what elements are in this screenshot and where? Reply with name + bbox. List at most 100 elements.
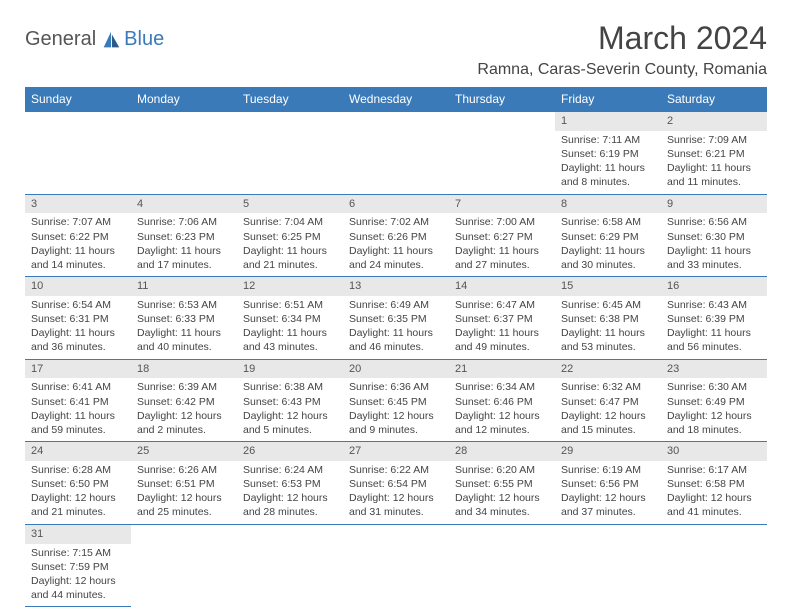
weekday-header: Saturday bbox=[661, 87, 767, 112]
day-content: Sunrise: 6:34 AMSunset: 6:46 PMDaylight:… bbox=[449, 378, 555, 441]
day-content: Sunrise: 6:22 AMSunset: 6:54 PMDaylight:… bbox=[343, 461, 449, 524]
day-content: Sunrise: 7:02 AMSunset: 6:26 PMDaylight:… bbox=[343, 213, 449, 276]
daylight-line: and 44 minutes. bbox=[31, 588, 125, 602]
sail-icon bbox=[100, 29, 122, 51]
calendar-cell bbox=[237, 524, 343, 607]
calendar-cell: 18Sunrise: 6:39 AMSunset: 6:42 PMDayligh… bbox=[131, 359, 237, 442]
calendar-cell: 24Sunrise: 6:28 AMSunset: 6:50 PMDayligh… bbox=[25, 442, 131, 525]
calendar-cell: 4Sunrise: 7:06 AMSunset: 6:23 PMDaylight… bbox=[131, 194, 237, 277]
weekday-header: Friday bbox=[555, 87, 661, 112]
sunset-line: Sunset: 6:29 PM bbox=[561, 230, 655, 244]
day-number: 24 bbox=[25, 442, 131, 461]
daylight-line: and 5 minutes. bbox=[243, 423, 337, 437]
sunset-line: Sunset: 6:58 PM bbox=[667, 477, 761, 491]
sunrise-line: Sunrise: 6:54 AM bbox=[31, 298, 125, 312]
day-number: 11 bbox=[131, 277, 237, 296]
day-number: 28 bbox=[449, 442, 555, 461]
daylight-line: and 34 minutes. bbox=[455, 505, 549, 519]
day-content: Sunrise: 6:51 AMSunset: 6:34 PMDaylight:… bbox=[237, 296, 343, 359]
daylight-line: and 53 minutes. bbox=[561, 340, 655, 354]
day-number: 7 bbox=[449, 195, 555, 214]
day-content: Sunrise: 6:17 AMSunset: 6:58 PMDaylight:… bbox=[661, 461, 767, 524]
sunset-line: Sunset: 6:27 PM bbox=[455, 230, 549, 244]
calendar-body: 1Sunrise: 7:11 AMSunset: 6:19 PMDaylight… bbox=[25, 112, 767, 607]
sunset-line: Sunset: 6:23 PM bbox=[137, 230, 231, 244]
sunrise-line: Sunrise: 7:00 AM bbox=[455, 215, 549, 229]
sunset-line: Sunset: 6:53 PM bbox=[243, 477, 337, 491]
day-number: 20 bbox=[343, 360, 449, 379]
calendar-cell: 5Sunrise: 7:04 AMSunset: 6:25 PMDaylight… bbox=[237, 194, 343, 277]
day-number: 27 bbox=[343, 442, 449, 461]
daylight-line: Daylight: 12 hours bbox=[137, 491, 231, 505]
day-content: Sunrise: 6:19 AMSunset: 6:56 PMDaylight:… bbox=[555, 461, 661, 524]
day-content: Sunrise: 6:58 AMSunset: 6:29 PMDaylight:… bbox=[555, 213, 661, 276]
day-content: Sunrise: 6:45 AMSunset: 6:38 PMDaylight:… bbox=[555, 296, 661, 359]
daylight-line: and 56 minutes. bbox=[667, 340, 761, 354]
daylight-line: Daylight: 11 hours bbox=[455, 244, 549, 258]
sunrise-line: Sunrise: 7:04 AM bbox=[243, 215, 337, 229]
sunrise-line: Sunrise: 6:20 AM bbox=[455, 463, 549, 477]
daylight-line: Daylight: 12 hours bbox=[667, 409, 761, 423]
day-content: Sunrise: 6:36 AMSunset: 6:45 PMDaylight:… bbox=[343, 378, 449, 441]
sunset-line: Sunset: 6:47 PM bbox=[561, 395, 655, 409]
calendar-cell: 22Sunrise: 6:32 AMSunset: 6:47 PMDayligh… bbox=[555, 359, 661, 442]
sunrise-line: Sunrise: 6:36 AM bbox=[349, 380, 443, 394]
sunrise-line: Sunrise: 6:32 AM bbox=[561, 380, 655, 394]
sunset-line: Sunset: 6:19 PM bbox=[561, 147, 655, 161]
day-number: 9 bbox=[661, 195, 767, 214]
calendar-cell: 19Sunrise: 6:38 AMSunset: 6:43 PMDayligh… bbox=[237, 359, 343, 442]
calendar-week-row: 17Sunrise: 6:41 AMSunset: 6:41 PMDayligh… bbox=[25, 359, 767, 442]
day-content: Sunrise: 7:09 AMSunset: 6:21 PMDaylight:… bbox=[661, 131, 767, 194]
day-content: Sunrise: 6:47 AMSunset: 6:37 PMDaylight:… bbox=[449, 296, 555, 359]
sunrise-line: Sunrise: 6:47 AM bbox=[455, 298, 549, 312]
sunset-line: Sunset: 6:22 PM bbox=[31, 230, 125, 244]
page-header: General Blue March 2024 Ramna, Caras-Sev… bbox=[25, 20, 767, 79]
day-number: 1 bbox=[555, 112, 661, 131]
location-label: Ramna, Caras-Severin County, Romania bbox=[477, 61, 767, 79]
sunset-line: Sunset: 6:21 PM bbox=[667, 147, 761, 161]
calendar-cell: 29Sunrise: 6:19 AMSunset: 6:56 PMDayligh… bbox=[555, 442, 661, 525]
day-number: 5 bbox=[237, 195, 343, 214]
daylight-line: and 11 minutes. bbox=[667, 175, 761, 189]
calendar-cell bbox=[661, 524, 767, 607]
day-number: 13 bbox=[343, 277, 449, 296]
daylight-line: Daylight: 11 hours bbox=[667, 326, 761, 340]
day-content: Sunrise: 6:24 AMSunset: 6:53 PMDaylight:… bbox=[237, 461, 343, 524]
daylight-line: and 15 minutes. bbox=[561, 423, 655, 437]
day-content: Sunrise: 6:56 AMSunset: 6:30 PMDaylight:… bbox=[661, 213, 767, 276]
calendar-cell: 9Sunrise: 6:56 AMSunset: 6:30 PMDaylight… bbox=[661, 194, 767, 277]
calendar-week-row: 10Sunrise: 6:54 AMSunset: 6:31 PMDayligh… bbox=[25, 277, 767, 360]
day-number: 25 bbox=[131, 442, 237, 461]
day-number: 10 bbox=[25, 277, 131, 296]
calendar-cell: 21Sunrise: 6:34 AMSunset: 6:46 PMDayligh… bbox=[449, 359, 555, 442]
day-number: 16 bbox=[661, 277, 767, 296]
daylight-line: Daylight: 12 hours bbox=[31, 574, 125, 588]
sunrise-line: Sunrise: 6:22 AM bbox=[349, 463, 443, 477]
calendar-cell: 11Sunrise: 6:53 AMSunset: 6:33 PMDayligh… bbox=[131, 277, 237, 360]
day-content: Sunrise: 6:53 AMSunset: 6:33 PMDaylight:… bbox=[131, 296, 237, 359]
sunset-line: Sunset: 6:25 PM bbox=[243, 230, 337, 244]
calendar-cell: 13Sunrise: 6:49 AMSunset: 6:35 PMDayligh… bbox=[343, 277, 449, 360]
daylight-line: and 12 minutes. bbox=[455, 423, 549, 437]
daylight-line: and 21 minutes. bbox=[31, 505, 125, 519]
daylight-line: and 43 minutes. bbox=[243, 340, 337, 354]
daylight-line: and 41 minutes. bbox=[667, 505, 761, 519]
daylight-line: and 21 minutes. bbox=[243, 258, 337, 272]
calendar-cell bbox=[555, 524, 661, 607]
day-content: Sunrise: 6:43 AMSunset: 6:39 PMDaylight:… bbox=[661, 296, 767, 359]
daylight-line: and 17 minutes. bbox=[137, 258, 231, 272]
sunrise-line: Sunrise: 6:51 AM bbox=[243, 298, 337, 312]
daylight-line: Daylight: 11 hours bbox=[31, 409, 125, 423]
calendar-cell bbox=[131, 524, 237, 607]
day-number: 12 bbox=[237, 277, 343, 296]
sunset-line: Sunset: 6:37 PM bbox=[455, 312, 549, 326]
calendar-cell: 6Sunrise: 7:02 AMSunset: 6:26 PMDaylight… bbox=[343, 194, 449, 277]
day-content: Sunrise: 6:39 AMSunset: 6:42 PMDaylight:… bbox=[131, 378, 237, 441]
day-content: Sunrise: 7:00 AMSunset: 6:27 PMDaylight:… bbox=[449, 213, 555, 276]
weekday-header: Monday bbox=[131, 87, 237, 112]
daylight-line: Daylight: 12 hours bbox=[243, 491, 337, 505]
sunset-line: Sunset: 6:51 PM bbox=[137, 477, 231, 491]
calendar-cell: 17Sunrise: 6:41 AMSunset: 6:41 PMDayligh… bbox=[25, 359, 131, 442]
sunrise-line: Sunrise: 6:34 AM bbox=[455, 380, 549, 394]
sunrise-line: Sunrise: 6:53 AM bbox=[137, 298, 231, 312]
